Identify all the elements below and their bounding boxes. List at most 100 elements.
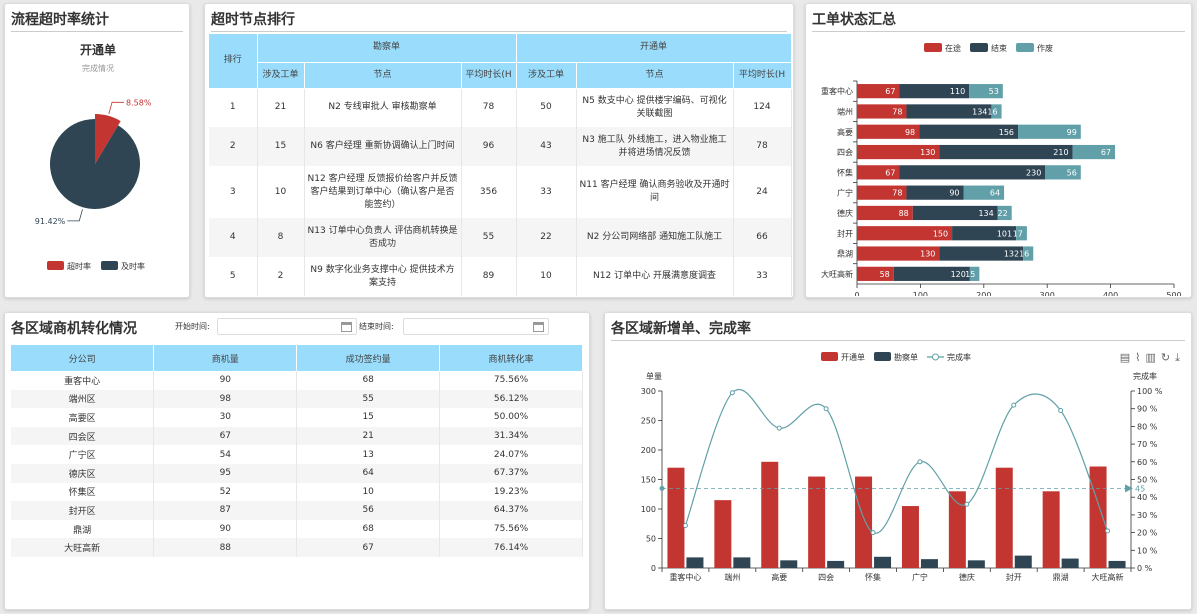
data-label: 16 <box>987 107 997 116</box>
data-label: 210 <box>1053 148 1068 157</box>
data-label: 67 <box>1101 148 1111 157</box>
x-tick-label: 广宁 <box>912 572 928 582</box>
data-view-icon[interactable]: ▤ <box>1119 351 1136 364</box>
table-row: 封开区 87 56 64.37% <box>11 501 583 520</box>
table-row: 鼎湖 90 68 75.56% <box>11 519 583 539</box>
x-tick-label: 德庆 <box>959 572 975 582</box>
legend-swatch <box>970 43 988 52</box>
calendar-icon[interactable] <box>533 322 544 332</box>
y-tick-label: 高要 <box>837 127 853 137</box>
table-cell: 21 <box>296 426 441 446</box>
table-cell: N6 客户经理 重新协调确认上门时间 <box>304 127 462 166</box>
line-point <box>1011 402 1017 408</box>
y-tick-label: 封开 <box>837 228 853 238</box>
bar-segment <box>997 205 1012 221</box>
table-cell: 端州区 <box>11 389 155 409</box>
table-cell: 67 <box>296 538 441 557</box>
y-tick-label-right: 80 % <box>1137 422 1158 431</box>
save-image-icon[interactable]: ⤓ <box>1175 351 1185 364</box>
table-cell: 124 <box>733 88 792 127</box>
end-date-input[interactable] <box>403 318 549 335</box>
table-cell: 15 <box>257 127 305 166</box>
y-tick-label: 怀集 <box>837 167 853 177</box>
line-point <box>1105 528 1111 534</box>
y-tick-label-left: 50 <box>646 535 656 544</box>
table-cell: 怀集区 <box>11 482 155 502</box>
col-node: 节点 <box>304 62 462 89</box>
table-cell: 鼎湖 <box>11 519 155 539</box>
data-label: 230 <box>1026 168 1041 177</box>
order-status-panel: 工单状态汇总 在途 结束 作废 0 100 200 300 400 500 重客中心 67 110 53… <box>805 3 1192 298</box>
table-cell: 24 <box>733 166 792 218</box>
y-tick-label-left: 0 <box>651 564 656 573</box>
legend-label: 作废 <box>1037 43 1053 53</box>
start-time-label: 开始时间: <box>175 322 210 331</box>
bar <box>733 557 751 568</box>
y-tick-label: 端州 <box>837 106 853 116</box>
pie-slice <box>50 119 141 209</box>
table-cell: 68 <box>296 519 441 539</box>
table-cell: 3 <box>209 166 258 218</box>
conversion-panel: 各区域商机转化情况 开始时间: 结束时间: 分公司 商机量 成功签约量 商机转化… <box>4 312 590 610</box>
calendar-icon[interactable] <box>341 322 352 332</box>
y-tick-label-left: 300 <box>641 387 656 396</box>
bar <box>874 556 892 568</box>
y-tick-label-right: 10 % <box>1137 546 1158 555</box>
table-cell: 33 <box>733 257 792 296</box>
table-cell: 31.34% <box>439 426 583 446</box>
data-label: 58 <box>880 270 890 279</box>
y-tick-label: 大旺高新 <box>821 269 853 279</box>
rank-header: 排行 <box>209 34 258 89</box>
group-header-survey: 勘察单 <box>257 34 517 63</box>
bar <box>808 476 826 568</box>
restore-icon[interactable]: ↻ <box>1160 351 1176 364</box>
table-cell: N3 施工队 外线施工，进入物业施工并将进场情况反馈 <box>576 127 734 166</box>
data-label: 150 <box>933 229 948 238</box>
col-branch: 分公司 <box>11 345 155 371</box>
data-label: 15 <box>965 270 975 279</box>
overtime-node-rank-panel: 超时节点排行 排行 勘察单 开通单 涉及工单 节点 平均时长(H 涉及工单 节点… <box>204 3 794 298</box>
table-cell: 356 <box>461 166 517 218</box>
start-date-input[interactable] <box>217 318 357 335</box>
table-cell: 89 <box>461 257 517 296</box>
col-avg: 平均时长(H <box>461 62 517 89</box>
legend-label: 超时率 <box>67 261 91 271</box>
bar-segment <box>899 84 970 99</box>
x-tick-label: 100 <box>913 291 928 296</box>
bar <box>1089 466 1107 568</box>
bar <box>780 560 798 568</box>
bar-segment <box>857 185 907 200</box>
table-row: 3 10 N12 客户经理 反馈报价给客户并反馈客户结果到订单中心（确认客户是否能签… <box>209 166 792 218</box>
stacked-bar-chart: 在途 结束 作废 0 100 200 300 400 500 重客中心 67 110 53 端州 78 134… <box>821 43 1182 296</box>
panel-title: 超时节点排行 <box>211 10 787 32</box>
bar-chart-icon[interactable]: ▥ <box>1145 351 1161 364</box>
y-tick-label-left: 100 <box>641 505 656 514</box>
y-tick-label-right: 70 % <box>1137 440 1158 449</box>
bar-segment <box>857 205 913 221</box>
bar-segment <box>919 124 1019 139</box>
pie-title: 开通单 <box>80 42 116 57</box>
y-tick-label: 广宁 <box>837 188 853 198</box>
data-label: 53 <box>989 87 999 96</box>
data-label: 88 <box>899 209 909 218</box>
bar-segment <box>952 226 1017 241</box>
line-series <box>684 389 1109 534</box>
table-cell: 96 <box>461 127 517 166</box>
table-cell: N5 数支中心 提供楼宇编码、可视化关联截图 <box>576 88 734 127</box>
table-cell: 88 <box>153 538 298 557</box>
line-chart-icon[interactable]: ⌇ <box>1135 351 1146 364</box>
table-cell: 4 <box>209 218 258 257</box>
table-row: 德庆区 95 64 67.37% <box>11 463 583 483</box>
table-row: 2 15 N6 客户经理 重新协调确认上门时间 96 43 N3 施工队 外线施工，进入物… <box>209 127 792 166</box>
x-tick-label: 大旺高新 <box>1092 572 1124 582</box>
y-tick-label-right: 60 % <box>1137 458 1158 467</box>
line-point <box>917 459 923 465</box>
table-cell: 8 <box>257 218 305 257</box>
panel-title: 工单状态汇总 <box>812 10 1185 32</box>
bar-segment <box>1018 124 1081 139</box>
bar-segment <box>857 144 940 160</box>
table-cell: 重客中心 <box>11 371 155 390</box>
table-cell: 87 <box>153 501 298 520</box>
col-count: 涉及工单 <box>516 62 577 89</box>
table-row: 广宁区 54 13 24.07% <box>11 445 583 464</box>
